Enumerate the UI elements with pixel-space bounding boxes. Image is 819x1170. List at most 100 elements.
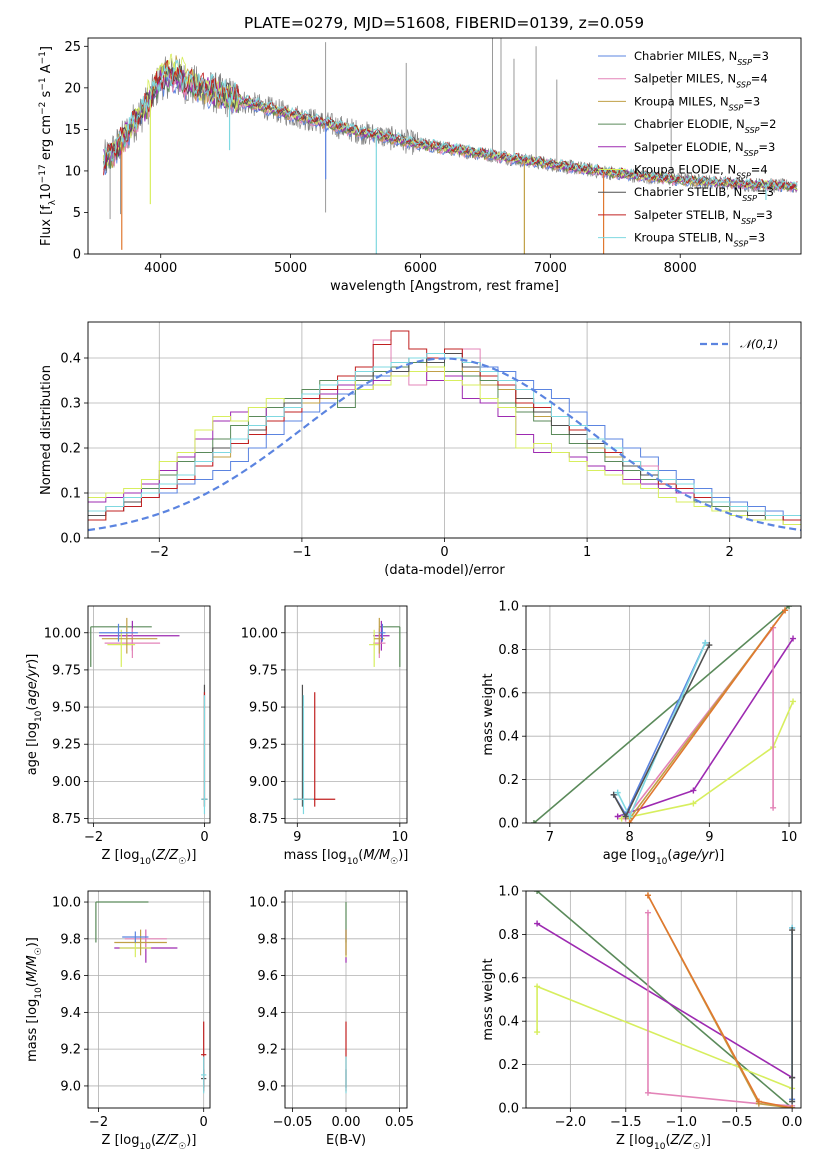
x-axis-label: mass [log10(M/M☉)] xyxy=(284,848,409,867)
residual-histogram xyxy=(88,366,801,525)
y-axis-label-part: mass weight xyxy=(481,673,496,755)
x-tick-label: −0.5 xyxy=(721,1115,753,1130)
y-tick-label: 0 xyxy=(73,248,81,263)
errorbar-point xyxy=(99,623,138,642)
y-axis-label-part: −2 xyxy=(38,102,48,115)
weight-marker xyxy=(644,892,651,899)
y-tick-label: 9.50 xyxy=(52,701,81,716)
legend-label: Salpeter STELIB, NSSP=3 xyxy=(634,208,773,226)
y-axis-label: mass [log10(M/M☉)] xyxy=(25,937,44,1062)
weight-marker xyxy=(626,820,633,823)
x-tick-label: 0.00 xyxy=(332,1115,361,1130)
axes-frame xyxy=(525,890,802,1109)
weight-line xyxy=(536,922,793,1079)
y-tick-label: 8.75 xyxy=(52,812,81,827)
x-tick-label: 5000 xyxy=(274,261,307,276)
x-axis-label-part: wavelength [Angstrom, rest frame] xyxy=(330,279,559,294)
plot-area xyxy=(90,617,208,815)
legend-label-value: =3 xyxy=(757,185,774,199)
x-tick-label: 0.05 xyxy=(385,1115,414,1130)
y-tick-label: 1.0 xyxy=(498,600,519,615)
legend-label-sub: SSP xyxy=(737,58,752,67)
y-tick-label: 9.2 xyxy=(60,1043,81,1058)
x-tick-label: 0 xyxy=(200,1115,208,1130)
x-axis-label-part: )] xyxy=(701,1133,711,1148)
weight-marker xyxy=(786,606,793,609)
x-tick-label: 7000 xyxy=(534,261,567,276)
y-tick-label: 9.0 xyxy=(257,1079,278,1094)
legend-label: Chabrier STELIB, NSSP=3 xyxy=(634,185,774,203)
y-tick-label: 1.0 xyxy=(498,885,519,900)
weight-marker xyxy=(644,1089,651,1096)
y-axis-label: mass weight xyxy=(481,673,496,755)
x-axis-label-part: M/M xyxy=(363,848,390,863)
axes-frame xyxy=(284,605,408,824)
x-axis-label: age [log10(age/yr)] xyxy=(603,848,725,867)
x-axis-label-part: ( xyxy=(151,848,156,863)
y-axis-label-part: )] xyxy=(25,654,40,664)
y-tick-label: 10 xyxy=(64,164,81,179)
x-axis-label-part: Z/Z xyxy=(155,848,179,863)
x-axis-label: wavelength [Angstrom, rest frame] xyxy=(330,279,559,294)
legend-label-sub: SSP xyxy=(744,148,759,157)
x-tick-label: 4000 xyxy=(144,261,177,276)
x-axis-label: Z [log10(Z/Z☉)] xyxy=(102,848,197,867)
x-tick-label: −1.5 xyxy=(610,1115,642,1130)
x-axis-label-part: age [log xyxy=(603,848,656,863)
weight-marker xyxy=(530,820,537,823)
x-axis-label-part: ☉ xyxy=(178,857,186,867)
legend-label-value: =2 xyxy=(760,117,777,131)
y-tick-label: 15 xyxy=(64,123,81,138)
axes-frame xyxy=(525,605,802,824)
legend-label: Chabrier MILES, NSSP=3 xyxy=(634,49,769,67)
y-tick-label: 9.50 xyxy=(249,701,278,716)
weight-marker xyxy=(789,1074,796,1081)
y-tick-label: 9.4 xyxy=(60,1006,81,1021)
x-axis-label-part: ( xyxy=(665,1133,670,1148)
x-axis-label-part: age/yr xyxy=(672,848,715,863)
y-tick-label: 0.8 xyxy=(498,643,519,658)
weight-marker xyxy=(789,1105,796,1108)
legend-label-text: Kroupa MILES, N xyxy=(634,94,729,108)
weight-marker xyxy=(790,698,797,705)
x-tick-label: 7 xyxy=(546,830,554,845)
weight-marker xyxy=(534,920,541,927)
x-tick-label: 0 xyxy=(440,545,448,560)
errorbar-point xyxy=(107,629,136,667)
weight-marker xyxy=(690,800,697,807)
y-axis-label: Normed distribution xyxy=(39,365,54,495)
y-axis-label-part: −1 xyxy=(38,51,48,64)
x-tick-label: 10 xyxy=(392,830,409,845)
axes-frame xyxy=(87,37,802,255)
weight-line xyxy=(647,894,793,1108)
errorbar-point xyxy=(201,695,208,815)
weight-marker xyxy=(790,635,797,642)
legend-label-sub: SSP xyxy=(734,239,749,248)
x-axis-label: Z [log10(Z/Z☉)] xyxy=(616,1133,711,1152)
legend-label-value: =3 xyxy=(743,94,760,108)
weight-marker xyxy=(534,891,541,894)
x-tick-label: −0.05 xyxy=(273,1115,313,1130)
legend-label-sub: SSP xyxy=(745,126,760,135)
spectrum-panel: 4000 5000 6000 7000 8000 0 5 10 15 20 25 wavelength… xyxy=(38,37,802,294)
plot-area xyxy=(95,901,207,1094)
x-axis-label: Z [log10(Z/Z☉)] xyxy=(102,1133,197,1152)
weight-marker xyxy=(614,789,621,796)
mass-vs-ebv-panel: −0.05 0.00 0.05 9.0 9.2 9.4 9.6 9.8 10.0 E(B-V) xyxy=(249,890,414,1148)
x-axis-label-part: 10 xyxy=(139,857,151,867)
weight-marker xyxy=(789,1098,796,1105)
residual-histogram xyxy=(88,353,801,516)
x-tick-label: −2 xyxy=(150,545,169,560)
x-axis-label-part: )] xyxy=(186,848,196,863)
x-tick-label: 9 xyxy=(705,830,713,845)
y-axis-label-part: age [log xyxy=(25,722,40,775)
legend-label-sub: SSP xyxy=(742,194,757,203)
x-tick-label: 1 xyxy=(583,545,591,560)
y-tick-label: 0.8 xyxy=(498,928,519,943)
legend-label: Kroupa ELODIE, NSSP=4 xyxy=(634,163,768,181)
errorbar-point xyxy=(124,929,167,949)
legend-label-text: Chabrier MILES, N xyxy=(634,49,737,63)
weight-marker xyxy=(610,791,617,798)
plot-area xyxy=(88,330,801,532)
